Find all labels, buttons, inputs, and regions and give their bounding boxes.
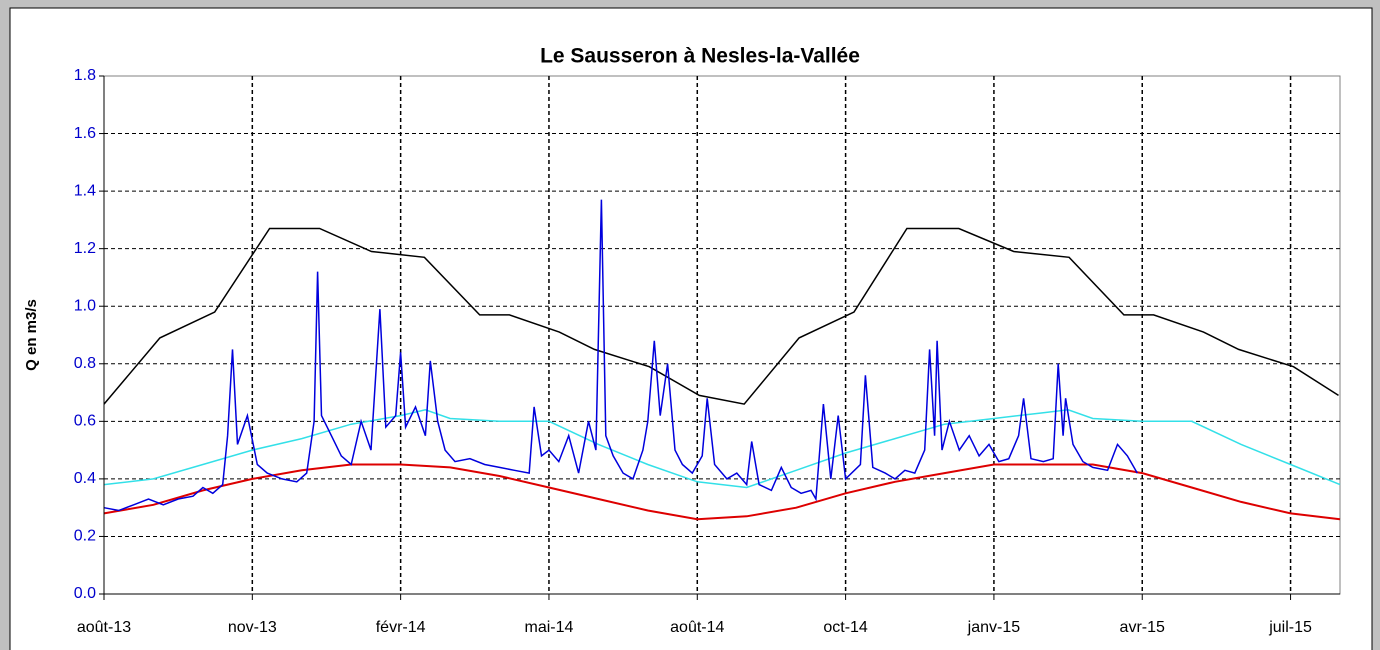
y-tick-label: 0.0 [74,585,96,602]
x-tick-label: janv-15 [967,619,1021,636]
y-axis-label: Q en m3/s [23,299,40,371]
y-tick-label: 1.4 [74,182,96,199]
series-line [103,409,1341,489]
x-tick-label: juil-15 [1268,619,1312,636]
x-tick-label: août-13 [77,619,131,636]
y-tick-label: 0.4 [74,470,96,487]
y-tick-label: 1.0 [74,297,96,314]
series-line [103,227,1339,405]
chart-title: Le Sausseron à Nesles-la-Vallée [540,45,860,68]
plot-area [103,75,1341,595]
y-tick-label: 0.2 [74,528,96,545]
y-tick-label: 0.8 [74,355,96,372]
x-tick-label: août-14 [670,619,724,636]
y-tick-label: 1.2 [74,240,96,257]
x-tick-label: févr-14 [376,619,426,636]
x-tick-label: nov-13 [228,619,277,636]
x-tick-label: oct-14 [823,619,868,636]
series-line [103,463,1341,521]
x-tick-label: avr-15 [1120,619,1165,636]
y-tick-label: 1.8 [74,67,96,84]
x-tick-label: mai-14 [525,619,574,636]
y-tick-label: 1.6 [74,125,96,142]
y-tick-label: 0.6 [74,413,96,430]
series-line [103,199,1138,512]
